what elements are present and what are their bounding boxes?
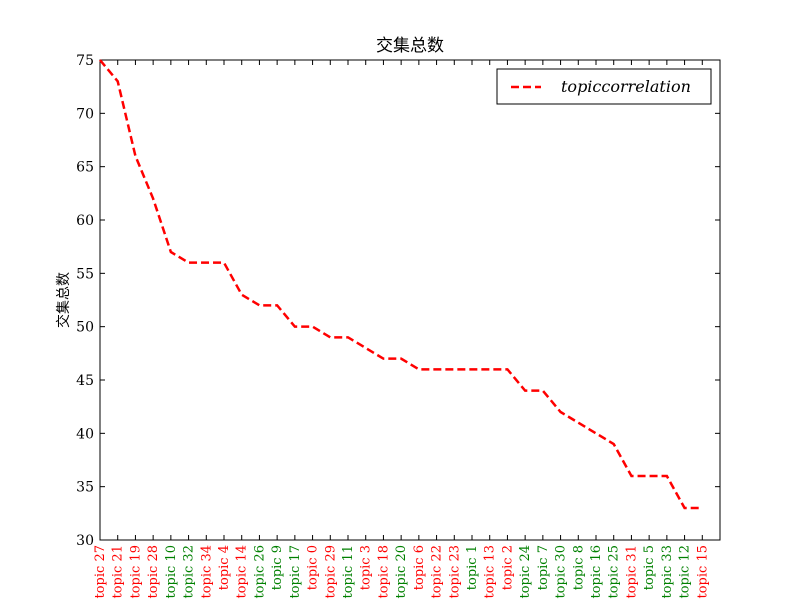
x-tick-label: topic 19 <box>128 545 143 599</box>
x-tick-label: topic 6 <box>412 545 427 590</box>
y-tick-label: 70 <box>76 106 94 122</box>
x-tick-label: topic 16 <box>589 545 604 599</box>
x-tick-label: topic 11 <box>341 545 356 599</box>
y-tick-label: 35 <box>76 480 94 496</box>
x-tick-label: topic 27 <box>93 545 108 599</box>
x-tick-label: topic 21 <box>111 545 126 599</box>
x-tick-label: topic 10 <box>164 545 179 599</box>
series-layer <box>100 60 702 508</box>
x-tick-label: topic 33 <box>660 545 675 599</box>
series-line <box>100 60 702 508</box>
plot-area-frame <box>100 60 720 540</box>
x-tick-label: topic 24 <box>518 545 533 599</box>
x-tick-label: topic 8 <box>571 545 586 590</box>
x-tick-label: topic 3 <box>359 545 374 590</box>
y-tick-label: 30 <box>76 533 94 549</box>
x-tick-label: topic 15 <box>695 545 710 599</box>
x-tick-label: topic 0 <box>306 545 321 590</box>
x-tick-label: topic 5 <box>642 545 657 590</box>
x-tick-label: topic 1 <box>465 545 480 590</box>
x-tick-label: topic 13 <box>483 545 498 599</box>
y-tick-label: 55 <box>76 266 94 282</box>
x-tick-label: topic 34 <box>199 545 214 599</box>
y-axis-label: 交集总数 <box>55 272 72 328</box>
chart-title: 交集总数 <box>376 36 444 56</box>
x-tick-label: topic 29 <box>323 545 338 599</box>
x-tick-label: topic 23 <box>447 545 462 599</box>
x-tick-label: topic 30 <box>554 545 569 599</box>
y-tick-label: 45 <box>76 373 94 389</box>
x-tick-label: topic 18 <box>376 545 391 599</box>
y-tick-label: 40 <box>76 426 94 442</box>
legend-label: topiccorrelation <box>561 77 691 96</box>
x-tick-label: topic 26 <box>252 545 267 599</box>
x-tick-label: topic 17 <box>288 545 303 599</box>
y-tick-label: 60 <box>76 213 94 229</box>
x-tick-label: topic 12 <box>678 545 693 599</box>
x-tick-label: topic 32 <box>182 545 197 599</box>
y-axis-ticks: 30 35 40 45 50 55 60 65 70 75 <box>76 53 720 549</box>
x-tick-label: topic 7 <box>536 545 551 590</box>
x-tick-label: topic 28 <box>146 545 161 599</box>
legend: topiccorrelation <box>497 69 711 104</box>
x-tick-label: topic 25 <box>607 545 622 599</box>
x-tick-label: topic 31 <box>624 545 639 599</box>
x-tick-label: topic 2 <box>500 545 515 590</box>
x-tick-label: topic 4 <box>217 545 232 590</box>
x-tick-label: topic 14 <box>235 545 250 599</box>
y-tick-label: 65 <box>76 160 94 176</box>
x-tick-label: topic 22 <box>430 545 445 599</box>
y-tick-label: 75 <box>76 53 94 69</box>
x-tick-label: topic 9 <box>270 545 285 590</box>
y-tick-label: 50 <box>76 320 94 336</box>
x-tick-label: topic 20 <box>394 545 409 599</box>
